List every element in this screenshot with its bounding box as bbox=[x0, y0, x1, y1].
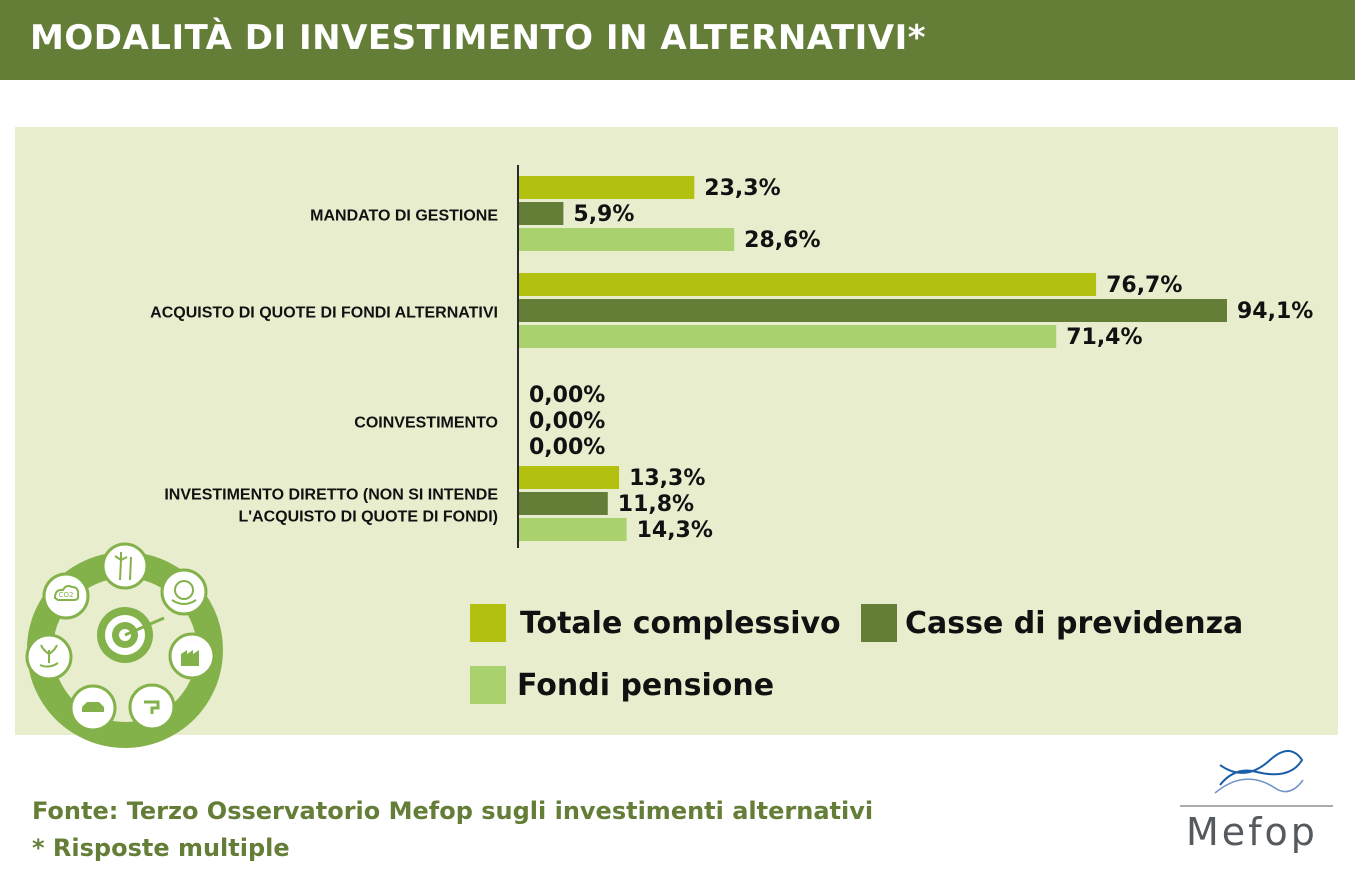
page-title: MODALITÀ DI INVESTIMENTO IN ALTERNATIVI* bbox=[30, 18, 927, 58]
data-label: 5,9% bbox=[573, 202, 634, 227]
category-label: COINVESTIMENTO bbox=[354, 415, 498, 432]
bar bbox=[519, 299, 1227, 322]
footnote: * Risposte multiple bbox=[32, 834, 290, 862]
category-label: L'ACQUISTO DI QUOTE DI FONDI) bbox=[238, 509, 498, 526]
sustainability-graphic: CO2 bbox=[25, 542, 223, 748]
data-label: 23,3% bbox=[704, 176, 780, 201]
category-label: ACQUISTO DI QUOTE DI FONDI ALTERNATIVI bbox=[150, 305, 498, 322]
water-tap-icon bbox=[128, 683, 176, 731]
bar bbox=[519, 176, 695, 199]
plant-hand-icon bbox=[25, 633, 73, 681]
data-label: 0,00% bbox=[529, 383, 605, 408]
mefop-logo bbox=[1180, 750, 1333, 807]
bar bbox=[519, 325, 1057, 348]
target-icon bbox=[97, 607, 165, 663]
legend-label: Totale complessivo bbox=[520, 606, 841, 641]
data-label: 28,6% bbox=[744, 228, 820, 253]
data-label: 14,3% bbox=[637, 518, 713, 543]
logo-text: Mefop bbox=[1186, 810, 1318, 854]
legend-swatch bbox=[470, 666, 506, 704]
header-bar: MODALITÀ DI INVESTIMENTO IN ALTERNATIVI* bbox=[0, 0, 1355, 80]
data-label: 94,1% bbox=[1237, 299, 1313, 324]
data-label: 11,8% bbox=[618, 492, 694, 517]
data-label: 13,3% bbox=[629, 466, 705, 491]
factory-icon bbox=[168, 632, 216, 680]
source-note: Fonte: Terzo Osservatorio Mefop sugli in… bbox=[32, 797, 874, 825]
bar bbox=[519, 466, 620, 489]
category-label: INVESTIMENTO DIRETTO (NON SI INTENDE bbox=[164, 487, 498, 504]
legend-label: Casse di previdenza bbox=[905, 606, 1243, 641]
car-icon bbox=[69, 684, 117, 732]
bar bbox=[519, 202, 564, 225]
category-label: MANDATO DI GESTIONE bbox=[310, 208, 498, 225]
data-label: 71,4% bbox=[1066, 325, 1142, 350]
bar bbox=[519, 518, 627, 541]
legend-swatch bbox=[470, 604, 506, 642]
chart-marks: MANDATO DI GESTIONE 23,3% 5,9% 28,6% ACQUIST… bbox=[150, 165, 1313, 548]
co2-cloud-icon: CO2 bbox=[42, 572, 90, 620]
legend: Totale complessivo Casse di previdenza Fon… bbox=[470, 604, 1243, 704]
data-label: 76,7% bbox=[1106, 273, 1182, 298]
logo-wave-icon bbox=[1219, 750, 1304, 786]
data-label: 0,00% bbox=[529, 409, 605, 434]
bar bbox=[519, 273, 1097, 296]
bar bbox=[519, 492, 608, 515]
legend-swatch bbox=[861, 604, 897, 642]
wind-turbine-icon bbox=[101, 542, 149, 590]
data-label: 0,00% bbox=[529, 435, 605, 460]
legend-label: Fondi pensione bbox=[517, 668, 774, 703]
bar bbox=[519, 228, 735, 251]
globe-hands-icon bbox=[160, 568, 208, 616]
co2-label: CO2 bbox=[59, 591, 74, 599]
